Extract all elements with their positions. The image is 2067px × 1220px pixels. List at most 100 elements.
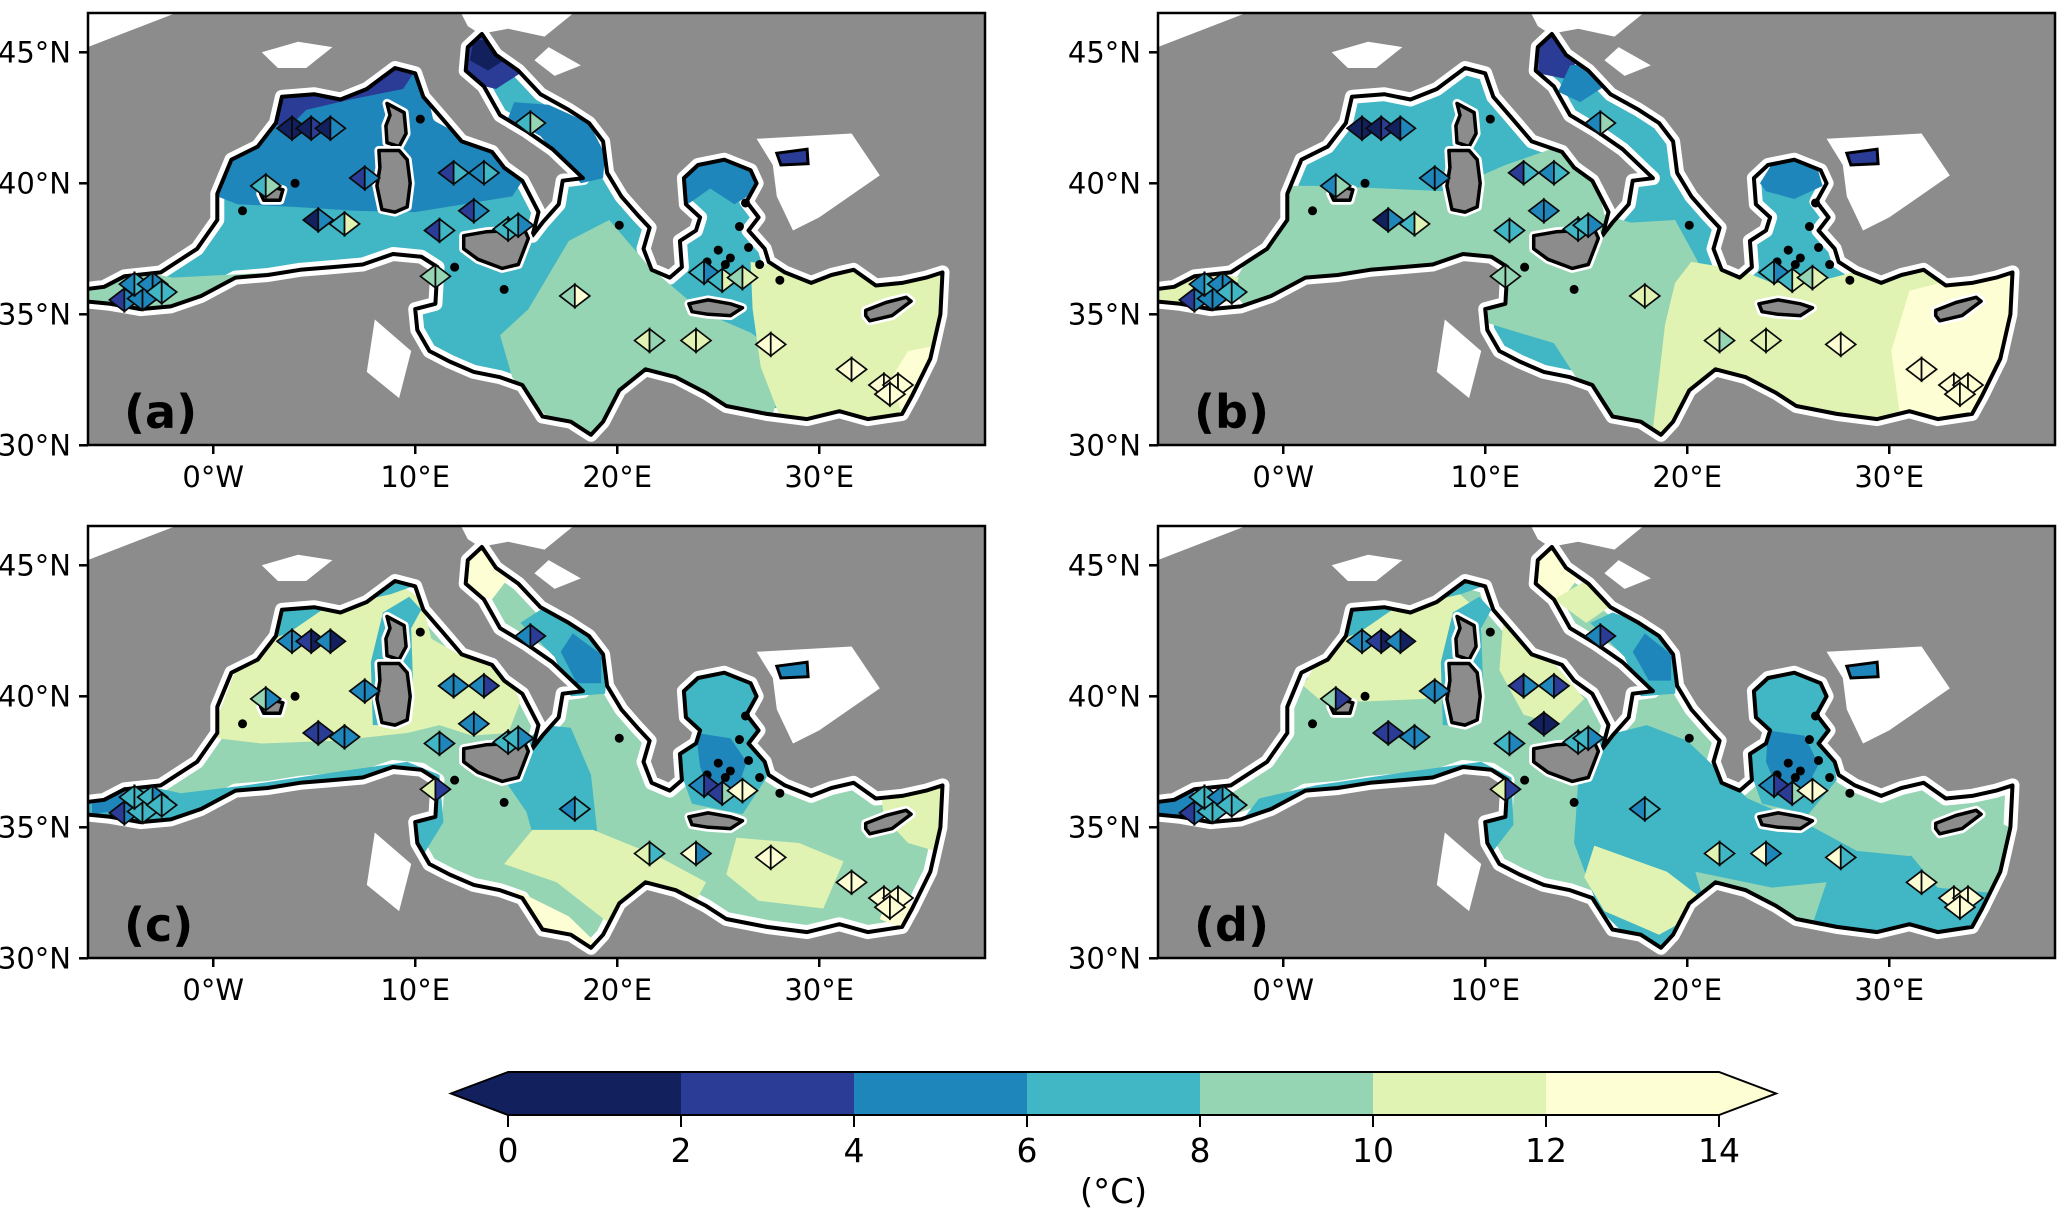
islet-dot bbox=[238, 719, 248, 729]
island bbox=[1454, 101, 1478, 149]
x-tick-label: 30°E bbox=[1854, 973, 1924, 1007]
islet-dot bbox=[1814, 242, 1824, 252]
colorbar-tick-label: 4 bbox=[844, 1131, 865, 1170]
y-tick-label: 30°N bbox=[1068, 941, 1141, 975]
x-tick-label: 10°E bbox=[380, 973, 450, 1007]
islet-dot bbox=[1485, 627, 1495, 637]
island bbox=[863, 295, 913, 323]
projection-corner-wedge bbox=[1158, 13, 1246, 47]
islet-dot bbox=[725, 253, 735, 263]
island bbox=[1757, 298, 1815, 318]
station-marker-right-half bbox=[1599, 622, 1617, 650]
station-marker-right-half bbox=[472, 710, 491, 738]
islet-dot bbox=[1520, 262, 1530, 272]
station-marker-right-half bbox=[695, 327, 713, 354]
x-tick-label: 30°E bbox=[784, 973, 854, 1007]
y-tick-label: 35°N bbox=[0, 297, 71, 331]
y-tick-label: 45°N bbox=[0, 35, 71, 69]
marmara-sea-patch bbox=[774, 660, 810, 680]
station-marker-right-half bbox=[1765, 327, 1783, 354]
station-marker-right-half bbox=[1542, 197, 1561, 225]
snow-patch bbox=[366, 319, 412, 399]
station-marker-right-half bbox=[1522, 672, 1541, 700]
station-marker-right-half bbox=[343, 210, 361, 238]
colorbar-segment bbox=[1373, 1072, 1547, 1115]
island bbox=[375, 661, 412, 727]
x-tick-label: 10°E bbox=[1450, 460, 1520, 494]
station-marker-right-half bbox=[1718, 840, 1736, 867]
panel-label-c: (c) bbox=[124, 898, 193, 952]
coastline bbox=[88, 545, 945, 950]
panel-border bbox=[1156, 11, 2057, 447]
snow-patch bbox=[1436, 832, 1482, 912]
station-marker-right-half bbox=[483, 672, 501, 700]
station-marker-right-half bbox=[1230, 791, 1249, 819]
snow-patch bbox=[261, 554, 333, 581]
station-marker-right-half bbox=[1959, 380, 1977, 408]
projection-corner-wedge bbox=[88, 13, 176, 47]
station-marker-right-half bbox=[1920, 869, 1938, 896]
snow-patch bbox=[366, 832, 412, 912]
islet-dot bbox=[725, 766, 735, 776]
station-marker-right-half bbox=[483, 159, 501, 187]
y-tick-label: 40°N bbox=[1068, 166, 1141, 200]
station-marker-right-half bbox=[1508, 730, 1526, 757]
islet-dot bbox=[755, 260, 765, 270]
station-marker-right-half bbox=[1387, 206, 1405, 234]
station-marker-right-half bbox=[1504, 776, 1522, 803]
station-marker-right-half bbox=[1413, 723, 1431, 751]
islet-dot bbox=[1845, 788, 1855, 798]
y-tick-label: 30°N bbox=[0, 941, 71, 975]
temperature-region-bin-5 bbox=[1499, 620, 1585, 726]
station-marker-right-half bbox=[1839, 844, 1858, 871]
x-tick-label: 20°E bbox=[1652, 460, 1722, 494]
colorbar-segment bbox=[1546, 1072, 1720, 1115]
snow-patch bbox=[534, 560, 581, 589]
x-tick-label: 0°W bbox=[1252, 460, 1314, 494]
marmara-sea-patch bbox=[1844, 147, 1880, 167]
panel-map-area: (a) bbox=[88, 13, 985, 445]
island bbox=[1933, 808, 1983, 836]
island bbox=[384, 101, 408, 149]
panel-map-area: (d) bbox=[1158, 526, 2055, 958]
temperature-region-bin-5 bbox=[1584, 845, 1712, 935]
temperature-region-bin-2 bbox=[679, 157, 761, 207]
islet-dot bbox=[450, 775, 460, 785]
station-marker-right-half bbox=[363, 677, 382, 705]
station-marker-right-half bbox=[1718, 327, 1736, 354]
station-marker-right-half bbox=[1553, 159, 1571, 187]
map-panel-d: (d) 45°N 40°N 35°N 30°N 0°W 10°E 20°E 30°E bbox=[1068, 524, 2057, 1007]
x-tick-label: 0°W bbox=[182, 460, 244, 494]
station-marker-right-half bbox=[517, 724, 535, 752]
temperature-region-bin-6 bbox=[512, 890, 602, 948]
colorbar-extend-right-arrow bbox=[1719, 1072, 1776, 1115]
islet-dot bbox=[741, 711, 751, 721]
island bbox=[1445, 661, 1482, 727]
station-marker-right-half bbox=[1387, 719, 1405, 747]
panel-label-d: (d) bbox=[1194, 898, 1269, 952]
colorbar-tick-label: 14 bbox=[1698, 1131, 1740, 1170]
y-tick-label: 40°N bbox=[0, 166, 71, 200]
islet-dot bbox=[1795, 766, 1805, 776]
station-marker-right-half bbox=[1230, 278, 1249, 306]
temperature-region-bin-2 bbox=[560, 633, 602, 684]
station-marker-right-half bbox=[573, 282, 592, 310]
station-marker-right-half bbox=[160, 278, 179, 306]
islet-dot bbox=[499, 797, 509, 807]
islet-dot bbox=[1804, 735, 1814, 745]
islet-dot bbox=[1825, 260, 1835, 270]
station-marker-right-half bbox=[343, 723, 361, 751]
station-marker-right-half bbox=[452, 159, 471, 187]
station-marker-right-half bbox=[160, 791, 179, 819]
islet-dot bbox=[238, 206, 248, 216]
station-marker-right-half bbox=[329, 115, 347, 142]
station-marker-right-half bbox=[1587, 211, 1605, 239]
station-marker-right-half bbox=[264, 172, 283, 200]
x-tick-label: 30°E bbox=[1854, 460, 1924, 494]
station-marker-right-half bbox=[769, 844, 788, 871]
station-marker-right-half bbox=[1399, 628, 1417, 655]
station-marker-right-half bbox=[1504, 263, 1522, 290]
temperature-region-bin-2 bbox=[1760, 157, 1823, 199]
colorbar-tick-label: 8 bbox=[1190, 1131, 1211, 1170]
x-tick-label: 10°E bbox=[380, 460, 450, 494]
